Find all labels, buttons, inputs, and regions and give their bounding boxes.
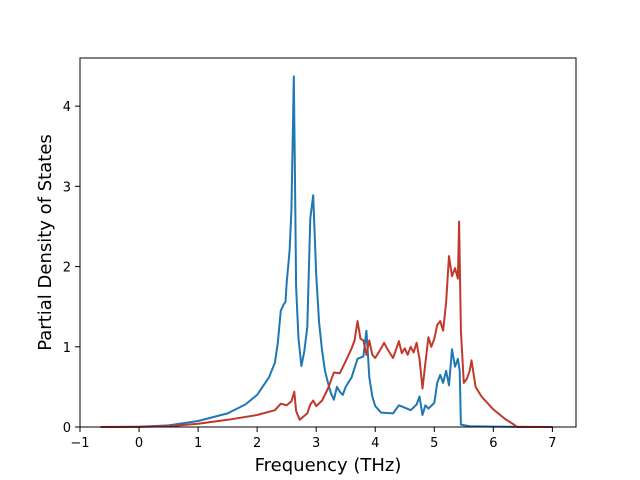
x-tick-label: 5 <box>430 436 438 451</box>
series-line-1 <box>100 75 553 428</box>
y-tick-label: 0 <box>63 421 71 436</box>
x-tick-label: 1 <box>194 436 202 451</box>
y-tick-label: 1 <box>63 341 71 356</box>
y-axis-label: Partial Density of States <box>35 134 56 351</box>
y-tick-label: 3 <box>63 180 71 195</box>
series-line-2 <box>100 220 553 428</box>
x-axis-ticks: −1 0 1 2 3 4 5 6 7 <box>70 427 557 451</box>
x-tick-label: 0 <box>135 436 143 451</box>
plot-frame <box>79 57 577 428</box>
x-tick-label: 7 <box>548 436 556 451</box>
y-axis-ticks: 0 1 2 3 4 <box>63 100 80 436</box>
x-axis-label: Frequency (THz) <box>255 455 402 476</box>
series-layer <box>100 75 553 428</box>
x-tick-label: −1 <box>70 436 89 451</box>
x-tick-label: 4 <box>371 436 379 451</box>
x-tick-label: 6 <box>489 436 497 451</box>
y-tick-label: 2 <box>63 261 71 276</box>
x-tick-label: 2 <box>253 436 261 451</box>
x-tick-label: 3 <box>312 436 320 451</box>
y-tick-label: 4 <box>63 100 71 115</box>
